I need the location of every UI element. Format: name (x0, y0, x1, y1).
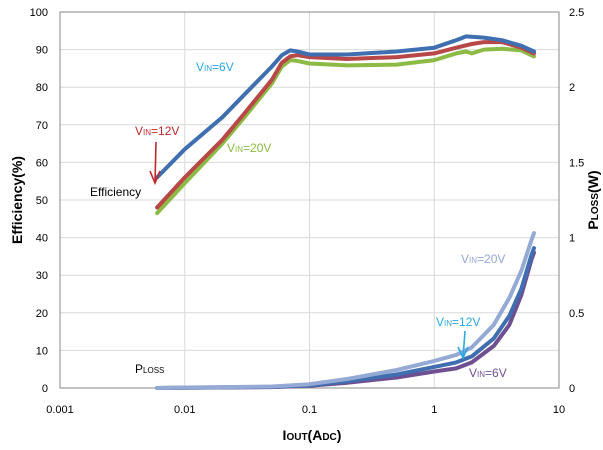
y-right-tick-labels: 0 0.5 1 1.5 2 2.5 (569, 7, 584, 395)
vin-20v-loss-label: VIN=20V (461, 252, 505, 266)
y-right-tick-label-3: 1.5 (569, 157, 584, 169)
y-left-tick-label-6: 60 (36, 157, 48, 169)
x-tick-label-2: 0.1 (302, 404, 317, 416)
y-left-tick-labels: 0 10 20 30 40 50 60 70 80 90 100 (30, 7, 48, 395)
vin-12v-efficiency-label: VIN=12V (135, 124, 179, 138)
y-left-tick-label-1: 10 (36, 345, 48, 357)
vin-12v-arrow (149, 141, 161, 186)
y-right-tick-label-0: 0 (569, 383, 575, 395)
y-left-tick-label-3: 30 (36, 270, 48, 282)
x-tick-label-0: 0.001 (46, 404, 74, 416)
ploss-label: PLOSS (135, 362, 164, 376)
y-left-tick-label-4: 40 (36, 233, 48, 245)
y-left-tick-label-7: 70 (36, 120, 48, 132)
y-right-tick-label-2: 1 (569, 233, 575, 245)
vin-12v-loss-label: VIN=12V (436, 315, 480, 329)
vin-6v-efficiency-label: VIN=6V (196, 60, 234, 74)
y-left-tick-label-8: 80 (36, 82, 48, 94)
x-tick-label-4: 10 (553, 404, 565, 416)
y-right-axis-title: PLOSS(W) (585, 170, 601, 229)
y-left-tick-label-0: 0 (42, 383, 48, 395)
y-left-tick-label-9: 90 (36, 45, 48, 57)
efficiency-line-vin-6v (155, 34, 536, 180)
vin-20v-efficiency-label: VIN=20V (227, 141, 271, 155)
y-left-axis-title: Efficiency(%) (9, 156, 25, 244)
y-left-tick-label-2: 20 (36, 308, 48, 320)
y-right-tick-label-5: 2.5 (569, 7, 584, 19)
efficiency-label: Efficiency (90, 185, 141, 199)
y-right-tick-label-4: 2 (569, 82, 575, 94)
x-axis-title: IOUT(ADC) (283, 427, 342, 443)
x-tick-label-3: 1 (431, 404, 437, 416)
y-left-tick-label-5: 50 (36, 195, 48, 207)
y-left-tick-label-10: 100 (30, 7, 48, 19)
plot-border (59, 11, 560, 389)
series (155, 34, 536, 390)
grid (59, 11, 560, 389)
efficiency-line-vin-20v (155, 46, 536, 216)
y-right-tick-label-1: 0.5 (569, 308, 584, 320)
x-tick-labels: 0.001 0.01 0.1 1 10 (46, 404, 565, 416)
x-tick-label-1: 0.01 (174, 404, 195, 416)
vin-12v-loss-arrow (457, 330, 469, 360)
efficiency-line-vin-12v (155, 40, 536, 210)
vin-6v-loss-label: VIN=6V (469, 366, 507, 380)
ploss-line-vin-20v (155, 231, 536, 390)
